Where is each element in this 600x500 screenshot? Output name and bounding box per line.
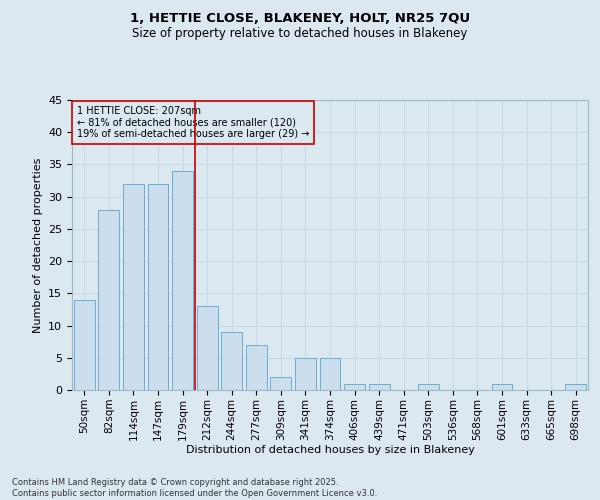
Bar	[418, 384, 439, 390]
Bar	[74, 300, 95, 390]
Bar	[172, 171, 193, 390]
Bar	[491, 384, 512, 390]
Bar	[197, 306, 218, 390]
Bar	[98, 210, 119, 390]
Bar	[123, 184, 144, 390]
Bar	[565, 384, 586, 390]
Bar	[221, 332, 242, 390]
Y-axis label: Number of detached properties: Number of detached properties	[32, 158, 43, 332]
Bar	[344, 384, 365, 390]
Text: Size of property relative to detached houses in Blakeney: Size of property relative to detached ho…	[133, 28, 467, 40]
Bar	[271, 377, 292, 390]
Bar	[320, 358, 340, 390]
X-axis label: Distribution of detached houses by size in Blakeney: Distribution of detached houses by size …	[185, 446, 475, 456]
Bar	[246, 345, 267, 390]
Text: 1, HETTIE CLOSE, BLAKENEY, HOLT, NR25 7QU: 1, HETTIE CLOSE, BLAKENEY, HOLT, NR25 7Q…	[130, 12, 470, 26]
Bar	[368, 384, 389, 390]
Bar	[148, 184, 169, 390]
Text: 1 HETTIE CLOSE: 207sqm
← 81% of detached houses are smaller (120)
19% of semi-de: 1 HETTIE CLOSE: 207sqm ← 81% of detached…	[77, 106, 310, 139]
Bar	[295, 358, 316, 390]
Text: Contains HM Land Registry data © Crown copyright and database right 2025.
Contai: Contains HM Land Registry data © Crown c…	[12, 478, 377, 498]
